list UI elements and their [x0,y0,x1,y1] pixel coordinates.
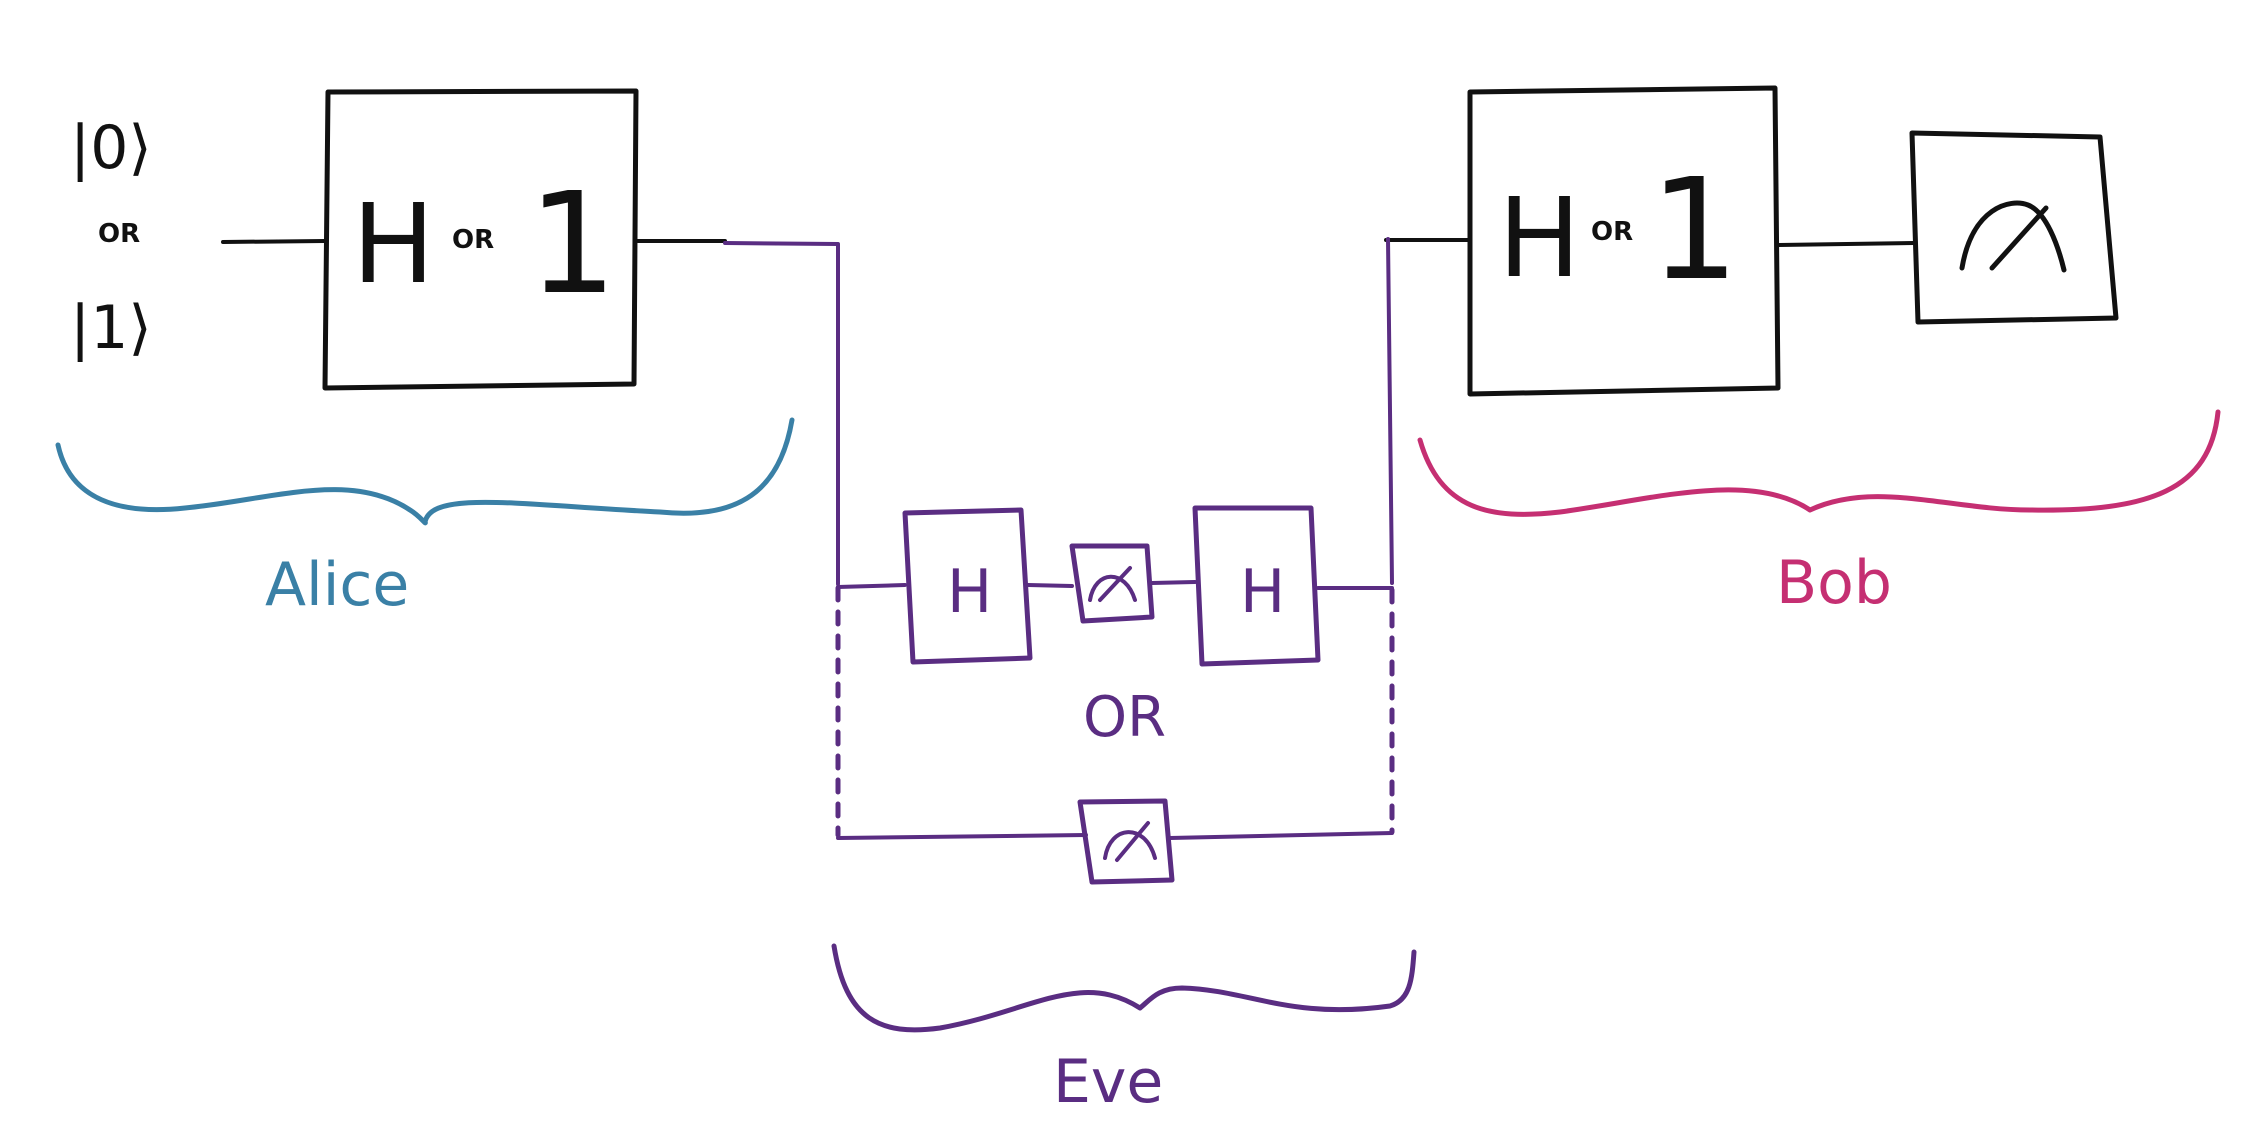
alice-gate-h: H [352,180,435,308]
bob-measurement-box [1909,130,2119,325]
eve-option-b-measure-icon [1103,821,1157,862]
eve-option-b [836,798,1394,885]
bob-wires [1384,238,1916,247]
eve-or-label: OR [1083,685,1166,750]
alice-label: Alice [265,550,409,620]
eve-channel: H H OR [723,237,1395,885]
bob-label: Bob [1776,548,1892,618]
measurement-meter-icon [1959,200,2067,273]
alice-gate-or: OR [452,225,494,255]
alice-gate-identity: 1 [528,163,617,326]
eve-brace [831,943,1417,1033]
bob-gate-box: H OR 1 [1467,85,1781,397]
alice-wires [221,239,727,244]
alice-brace [55,417,795,526]
eve-option-a: H H [836,505,1394,667]
bob-gate-or: OR [1591,217,1633,247]
bob-gate-identity: 1 [1650,149,1739,312]
eve-option-a-h1: H [947,557,992,627]
eve-label: Eve [1053,1047,1163,1117]
alice-input-states: |0⟩ OR |1⟩ [70,113,152,363]
eve-option-a-measure-icon [1088,566,1137,602]
state-one-ket: |1⟩ [70,293,152,363]
eve-option-a-h2: H [1240,557,1285,627]
alice-gate-box: H OR 1 [322,88,639,391]
bob-gate-h: H [1498,174,1581,302]
input-or-label: OR [98,219,140,249]
state-zero-ket: |0⟩ [70,113,152,183]
bob-brace [1417,409,2221,517]
